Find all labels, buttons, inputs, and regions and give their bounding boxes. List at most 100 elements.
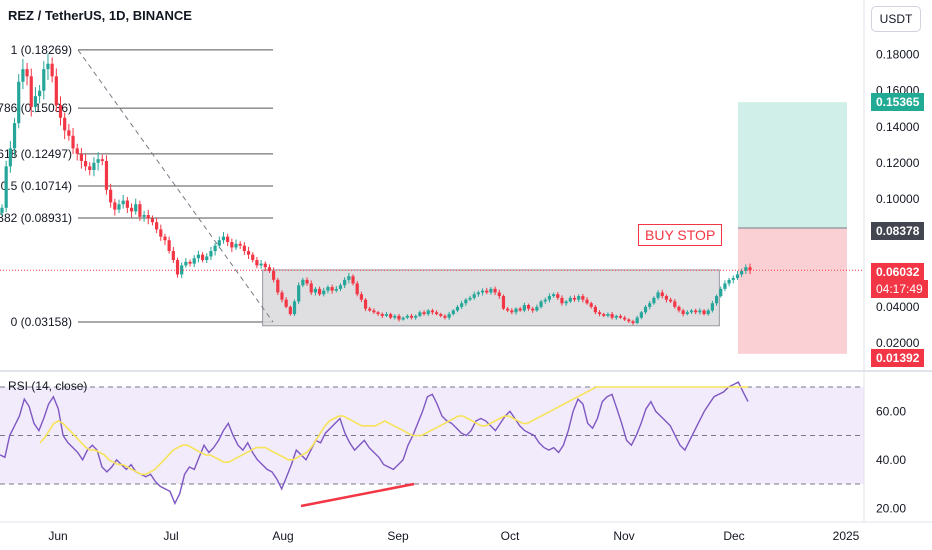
candle-body xyxy=(401,317,405,320)
candle-body xyxy=(50,63,54,77)
candle-body xyxy=(125,200,129,208)
candle-body xyxy=(719,288,723,297)
candle-body xyxy=(710,303,714,311)
candle-body xyxy=(501,296,506,309)
stop-zone xyxy=(738,228,847,354)
candle-body xyxy=(564,301,568,304)
candle-body xyxy=(351,276,355,284)
candle-body xyxy=(150,218,155,223)
candle-body xyxy=(493,288,497,293)
candle-body xyxy=(414,315,418,318)
candle-body xyxy=(652,297,656,304)
rsi-indicator-label[interactable]: RSI (14, close) xyxy=(8,379,88,393)
candle-body xyxy=(33,96,38,107)
candle-body xyxy=(8,148,12,167)
candle-body xyxy=(267,267,272,271)
candle-body xyxy=(698,310,702,313)
candle-body xyxy=(200,254,205,261)
candle-body xyxy=(276,279,280,293)
candle-body xyxy=(4,166,8,208)
candle-body xyxy=(175,260,180,275)
candle-body xyxy=(242,245,246,252)
candle-body xyxy=(447,314,451,318)
candle-body xyxy=(593,306,597,313)
candle-body xyxy=(234,243,238,248)
candle-body xyxy=(627,319,631,322)
candle-body xyxy=(656,292,660,298)
candle-body xyxy=(79,153,83,161)
candle-body xyxy=(744,267,748,271)
candle-body xyxy=(284,299,288,307)
consolidation-range-box xyxy=(262,269,720,327)
time-axis-tick: 2025 xyxy=(833,529,860,543)
candle-body xyxy=(572,297,577,300)
candle-body xyxy=(669,299,673,302)
candle-body xyxy=(263,263,267,268)
candle-body xyxy=(418,312,422,316)
candle-body xyxy=(38,90,42,97)
candle-body xyxy=(714,296,719,304)
candle-body xyxy=(297,285,301,302)
candle-body xyxy=(673,301,677,307)
candle-body xyxy=(664,296,669,300)
time-axis-tick: Jul xyxy=(163,529,178,543)
candle-body xyxy=(54,76,58,106)
candle-body xyxy=(330,287,334,291)
candle-body xyxy=(539,301,543,307)
candle-body xyxy=(104,160,109,190)
candle-body xyxy=(376,312,380,315)
candle-body xyxy=(531,308,535,311)
candle-body xyxy=(317,288,322,295)
fib-level-label: 0.5 (0.10714) xyxy=(1,179,72,193)
fib-level-label: 1 (0.18269) xyxy=(11,43,72,57)
candle-body xyxy=(63,117,67,131)
candle-body xyxy=(460,303,464,307)
candle-body xyxy=(643,306,648,313)
candle-body xyxy=(581,296,585,300)
candle-body xyxy=(685,312,689,315)
symbol-title: REZ / TetherUS, 1D, BINANCE xyxy=(8,8,192,23)
candle-body xyxy=(217,240,221,246)
candle-body xyxy=(648,303,652,307)
rsi-axis-tick: 40.00 xyxy=(876,453,906,467)
candle-body xyxy=(443,315,447,318)
candle-body xyxy=(610,314,614,318)
candle-body xyxy=(355,283,359,295)
candle-body xyxy=(522,305,526,311)
candle-body xyxy=(292,301,297,315)
candle-body xyxy=(476,292,480,295)
candle-body xyxy=(577,296,581,300)
candle-body xyxy=(635,317,639,324)
candle-body xyxy=(723,283,727,289)
candle-body xyxy=(0,207,4,213)
candle-body xyxy=(29,76,33,107)
currency-button[interactable]: USDT xyxy=(871,6,921,32)
candle-body xyxy=(58,105,63,118)
candle-body xyxy=(167,240,171,252)
buy-stop-label[interactable]: BUY STOP xyxy=(638,224,723,246)
candle-body xyxy=(25,69,29,77)
rsi-divergence-line xyxy=(300,482,415,508)
candle-body xyxy=(727,279,731,284)
candle-body xyxy=(422,312,426,315)
price-axis-tick: 0.04000 xyxy=(876,300,920,314)
candle-body xyxy=(480,290,485,293)
candle-body xyxy=(731,278,735,280)
candle-body xyxy=(397,315,401,320)
candle-body xyxy=(121,200,125,205)
candle-body xyxy=(188,261,192,264)
candle-body xyxy=(380,314,384,316)
candle-body xyxy=(439,314,443,316)
candle-body xyxy=(117,204,121,210)
fib-level-label: 0 (0.03158) xyxy=(11,315,72,329)
price-axis-tick: 0.10000 xyxy=(876,192,920,206)
candle-body xyxy=(75,148,79,154)
candle-body xyxy=(213,245,217,252)
rsi-axis-tick: 20.00 xyxy=(876,501,906,515)
candle-body xyxy=(472,294,476,298)
rsi-axis-tick: 60.00 xyxy=(876,404,906,418)
candle-body xyxy=(694,310,698,313)
candle-body xyxy=(551,294,556,297)
candle-body xyxy=(209,251,213,257)
